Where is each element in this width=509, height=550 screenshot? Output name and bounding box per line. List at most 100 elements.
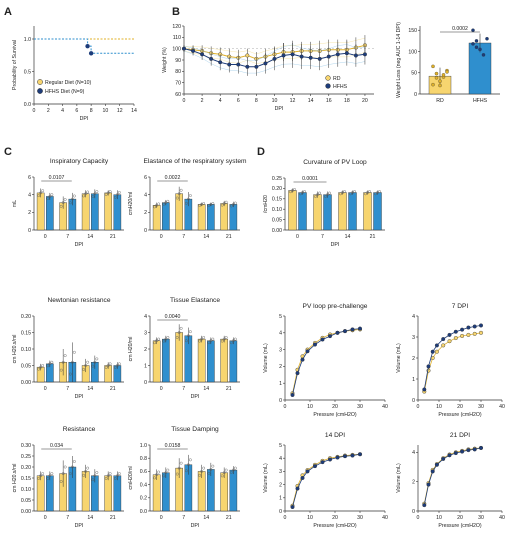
bar [313,194,322,231]
data-point [166,336,170,339]
y-tick-label: 100 [172,46,181,52]
data-point [233,337,237,341]
data-point [289,190,292,194]
y-tick-label: 0 [28,228,31,234]
data-point [95,190,99,193]
mean-point [326,54,331,59]
chart-title: Newtonian resistance [47,297,110,304]
y-axis-label: Volume (mL) [263,343,269,373]
mean-point [344,51,349,56]
data-point [86,190,90,194]
pv-point [447,453,452,458]
y-tick-label: 0.10 [21,487,31,493]
legend-label: Regular Diet (N=10) [45,80,92,86]
data-point [39,474,43,478]
bar [162,202,170,231]
data-point [293,188,296,191]
mean-point [308,55,313,60]
pv-point [453,451,458,456]
data-point [211,202,215,205]
y-axis-label: Volume (mL) [396,463,402,493]
x-tick-label: 6 [75,108,78,114]
data-point [68,372,72,376]
data-point [233,201,237,205]
y-axis-label: Weight (%) [162,47,168,73]
x-tick-label: 10 [307,404,313,410]
x-tick-label: 20 [332,404,338,410]
bar [36,475,45,512]
y-tick-label: 0 [412,509,415,515]
pv-point [305,469,310,474]
x-tick-label: 7 [66,386,69,392]
data-point [50,472,54,475]
data-point [157,470,161,474]
data-point [157,202,161,206]
pv-point [313,464,318,469]
x-tick-label: 2 [201,98,204,104]
y-axis-label: Volume (mL) [263,463,269,493]
y-tick-label: 0.0 [24,102,31,108]
data-point [177,466,181,470]
chart-title: 7 DPI [452,303,469,310]
data-point [343,190,346,193]
bar [162,472,170,512]
y-tick-label: 1.0 [140,443,147,449]
data-point [222,337,226,341]
data-point [50,360,54,364]
bar [348,192,357,231]
data-point [378,190,381,193]
data-point [164,201,168,205]
data-point [229,471,233,474]
panel-label-b: B [172,6,180,18]
pv-point [320,460,325,465]
data-point [200,337,204,341]
x-tick-label: 0 [44,515,47,521]
pv-point [441,456,446,461]
pv-point [460,327,465,332]
data-point [318,191,321,195]
data-point [113,195,117,199]
data-point [162,474,166,478]
data-point [41,364,45,367]
data-point [324,195,327,198]
data-point [162,202,166,206]
data-point [202,336,206,339]
pv-point [320,337,325,342]
data-point [93,474,97,478]
pv-point [466,332,471,337]
y-tick-label: 50 [411,71,417,77]
pv-point [328,457,333,462]
data-point [59,480,63,483]
data-point [374,192,377,196]
x-tick-label: 7 [66,515,69,521]
y-tick-label: 0.5 [24,69,31,75]
data-point [70,360,74,364]
x-tick-label: 8 [255,98,258,104]
data-point [220,339,224,343]
mean-point [263,61,268,66]
y-axis-label: cm H20.s/ml [12,464,18,493]
data-point [37,194,41,197]
y-tick-label: 1 [144,363,147,369]
x-tick-label: 21 [370,234,376,240]
bar [81,193,90,231]
y-tick-label: 5 [279,443,282,449]
chart-a: 0 2 4 6 8 10 12 14 Probability of Survival DPI 0.0… [12,26,137,122]
data-point [184,469,188,473]
data-point [82,368,86,371]
y-tick-label: 4 [412,314,415,320]
data-point [115,193,119,197]
data-point [48,474,52,478]
data-point [233,466,237,470]
chart-title: 21 DPI [450,432,470,439]
data-point [95,471,99,474]
legend-label: HFHS [333,84,348,90]
y-tick-label: 0 [412,398,415,404]
data-point [46,364,50,368]
bar [162,338,170,383]
data-point [86,466,90,470]
bar [46,196,54,231]
bar [373,192,382,231]
